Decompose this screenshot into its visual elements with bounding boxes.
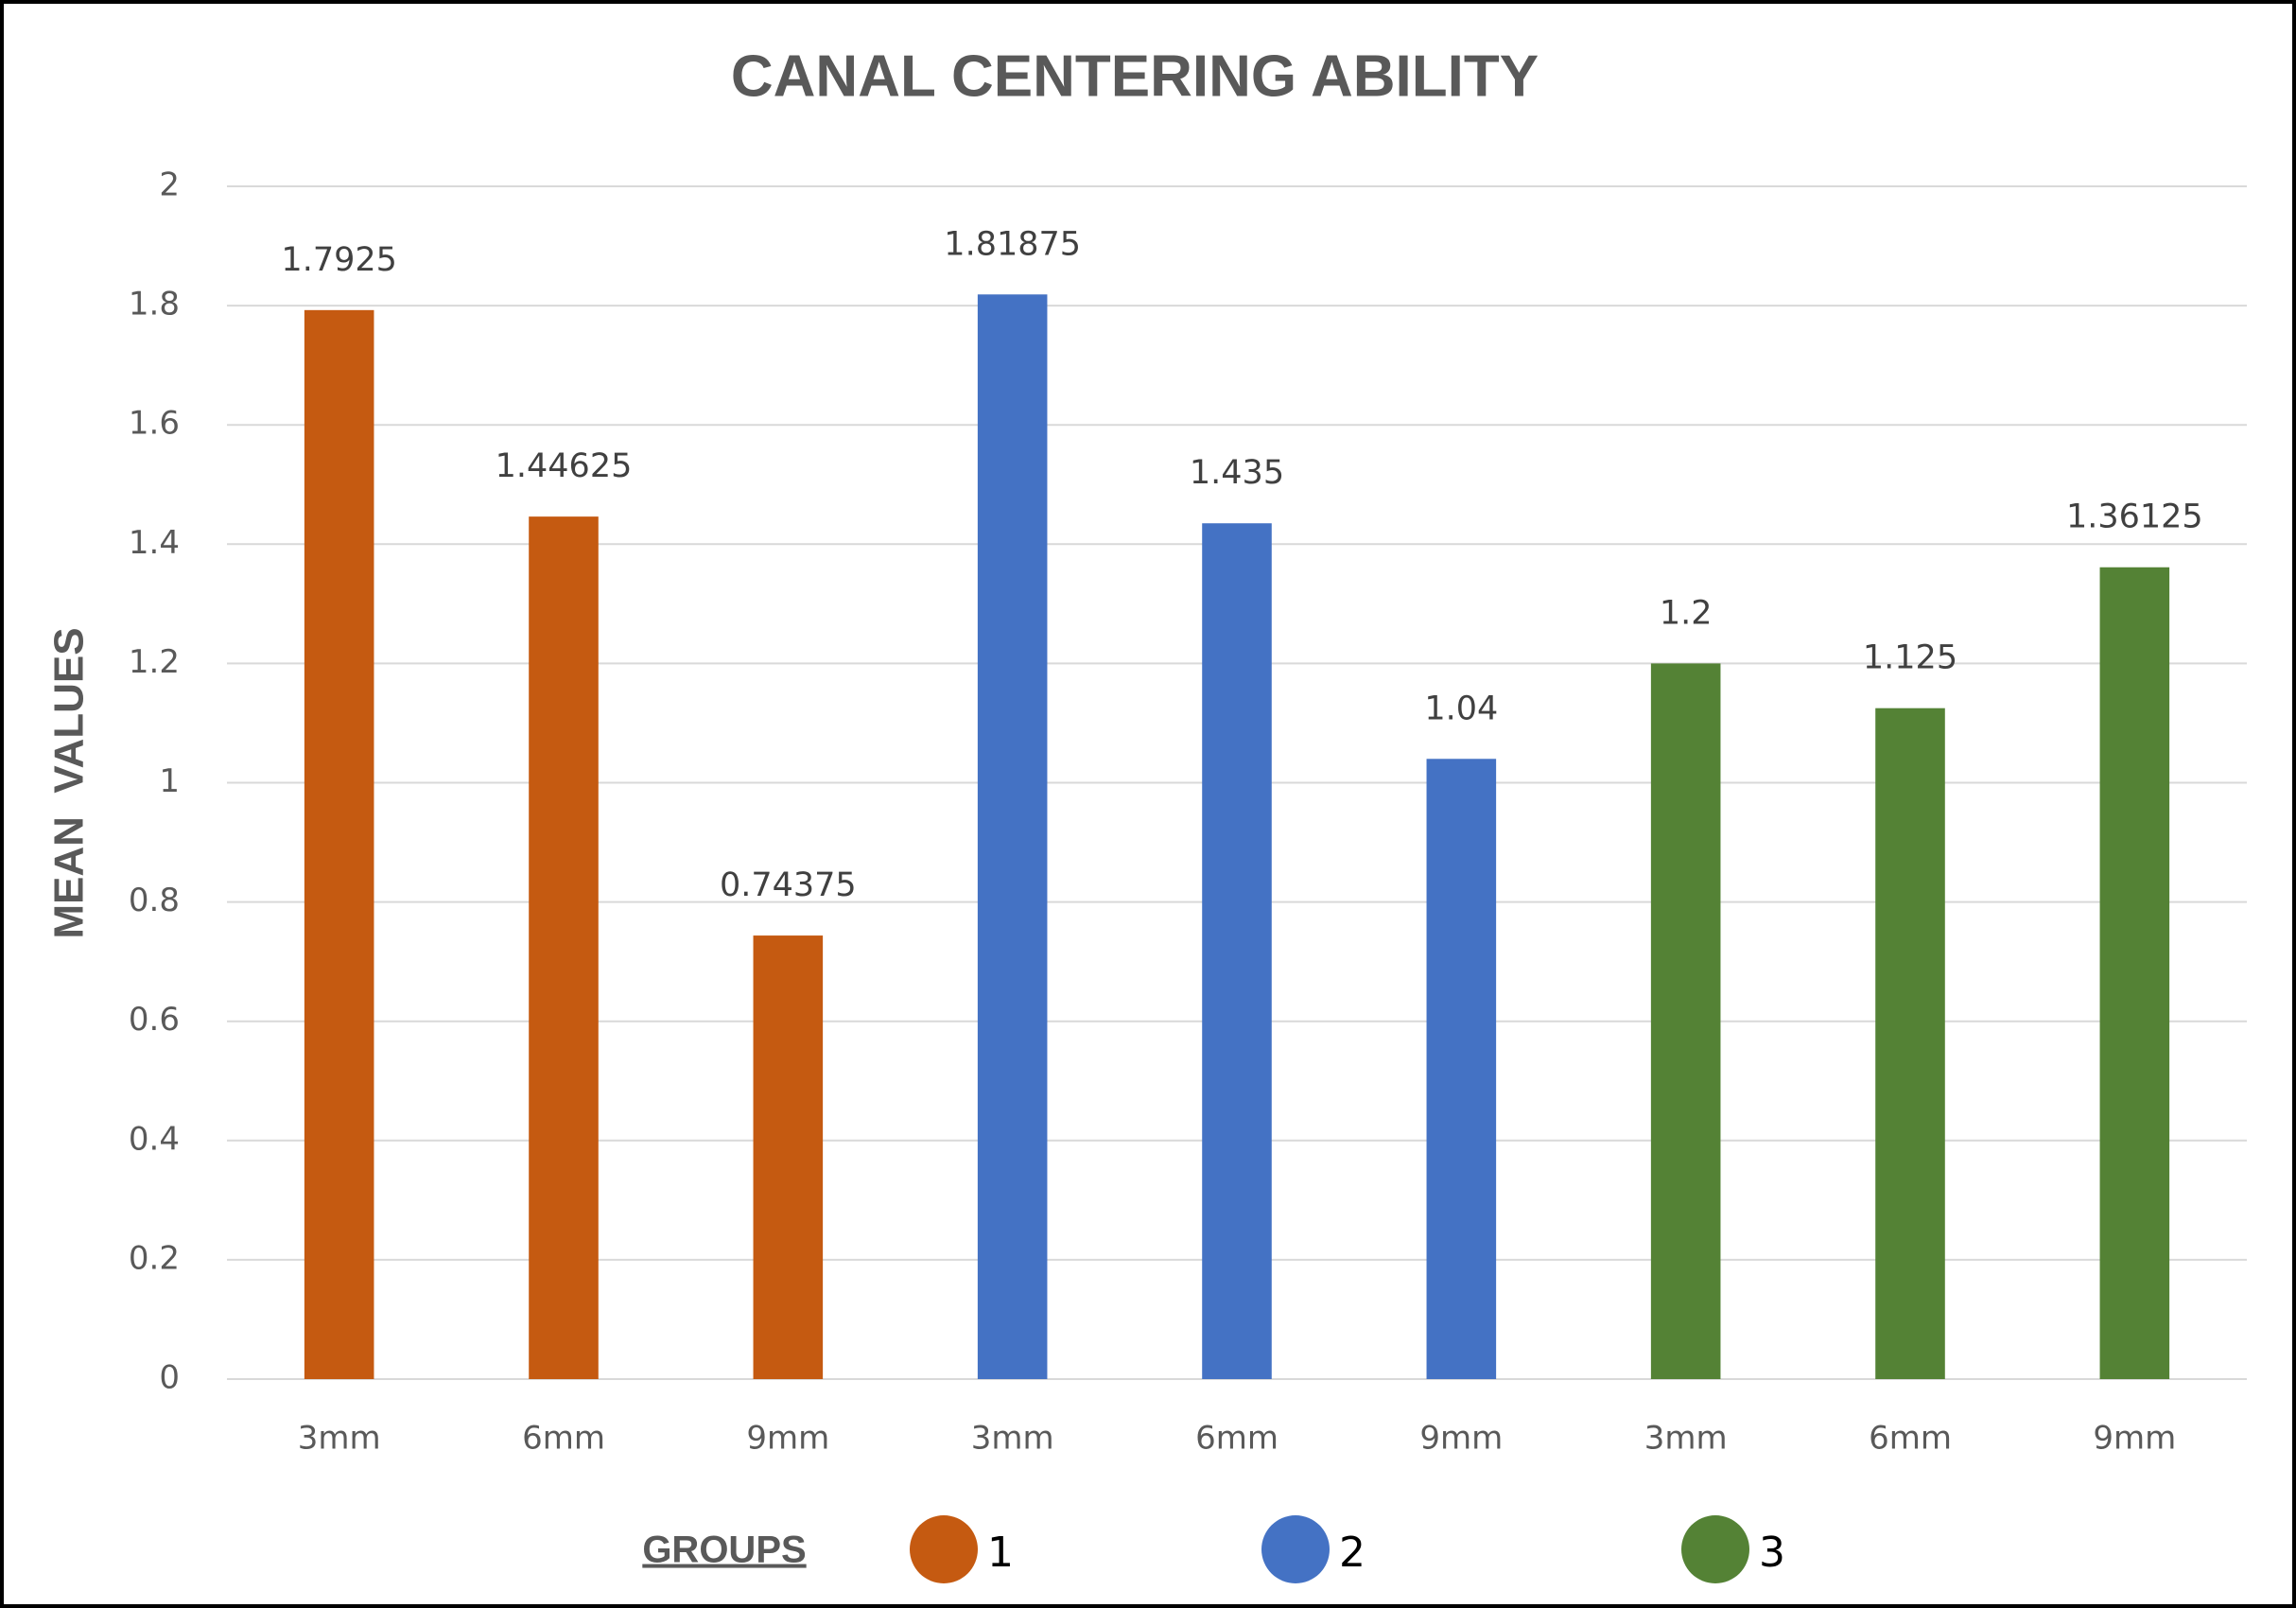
bar	[753, 935, 824, 1379]
bar	[1426, 759, 1497, 1379]
y-tick-label: 1.4	[129, 524, 180, 562]
x-tick-label: 3mm	[1644, 1420, 1728, 1458]
legend-title: GROUPS	[642, 1529, 806, 1571]
y-tick-label: 0.8	[129, 882, 180, 919]
bar	[529, 516, 599, 1379]
y-tick-label: 2	[159, 166, 180, 204]
y-tick-label: 1.6	[129, 405, 180, 443]
y-tick-label: 0.6	[129, 1001, 180, 1039]
bar	[1202, 523, 1272, 1379]
legend-swatch	[1681, 1515, 1749, 1583]
legend-label: 3	[1759, 1529, 1785, 1577]
bar	[977, 294, 1048, 1380]
bar	[304, 309, 374, 1379]
value-label: 0.74375	[720, 866, 857, 904]
bar	[2099, 567, 2170, 1379]
y-tick-label: 1	[159, 762, 180, 800]
value-label: 1.44625	[496, 447, 633, 485]
x-tick-label: 9mm	[1419, 1420, 1503, 1458]
bar	[1875, 708, 1945, 1379]
bar	[1650, 663, 1721, 1379]
x-tick-label: 3mm	[971, 1420, 1054, 1458]
value-label: 1.81875	[944, 225, 1081, 263]
value-label: 1.125	[1863, 639, 1957, 677]
y-axis-label: MEAN VALUES	[46, 627, 93, 938]
chart-title: CANAL CENTERING ABILITY	[731, 44, 1539, 109]
value-label: 1.36125	[2066, 498, 2203, 536]
value-label: 1.7925	[281, 241, 396, 279]
x-tick-label: 9mm	[746, 1420, 829, 1458]
y-tick-label: 0	[159, 1359, 180, 1397]
x-tick-label: 9mm	[2093, 1420, 2176, 1458]
y-tick-label: 0.2	[129, 1239, 180, 1277]
legend-label: 2	[1339, 1529, 1365, 1577]
y-tick-label: 1.2	[129, 643, 180, 681]
value-label: 1.2	[1660, 594, 1713, 632]
x-tick-label: 3mm	[298, 1420, 381, 1458]
y-tick-label: 0.4	[129, 1120, 180, 1158]
legend-label: 1	[987, 1529, 1014, 1577]
value-label: 1.04	[1424, 690, 1498, 727]
legend-swatch	[910, 1515, 978, 1583]
x-tick-label: 6mm	[1869, 1420, 1952, 1458]
x-tick-label: 6mm	[522, 1420, 605, 1458]
legend-swatch	[1261, 1515, 1330, 1583]
value-label: 1.435	[1190, 454, 1284, 492]
y-tick-label: 1.8	[129, 286, 180, 323]
x-tick-label: 6mm	[1195, 1420, 1278, 1458]
